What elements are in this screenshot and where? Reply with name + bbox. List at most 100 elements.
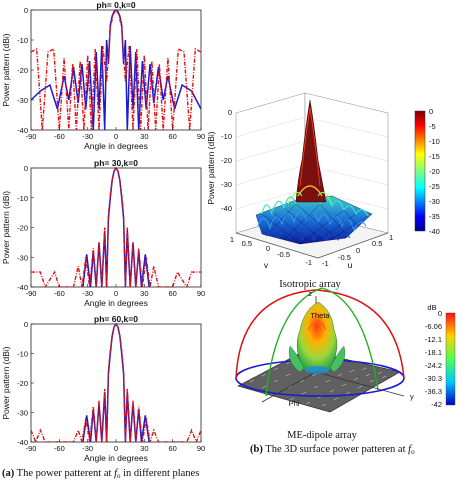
- x-tick-label: -90: [26, 132, 37, 141]
- colorbar-me-dipole: [445, 312, 456, 406]
- plot-frame: [30, 167, 202, 288]
- v-axis-label: v: [264, 260, 269, 270]
- u-axis-ticks: -1 -0.5 0 0.5 1: [322, 233, 393, 268]
- x-tick-label: 90: [197, 132, 205, 141]
- colorbar-tick: -25: [429, 182, 440, 191]
- chart-ph30: -90 -60 -30 0 30 60 90 0 -10 -20 -30 -40 ph= 30,k=0 A…: [1, 158, 205, 308]
- caption-a-tag: (a): [2, 468, 15, 479]
- caption-a-text: The power patterent at: [14, 468, 114, 479]
- caption-a-var: f: [114, 468, 119, 479]
- series-line-red: [31, 323, 201, 442]
- y-tick-label: 0: [24, 164, 28, 173]
- colorbar-tick: 0: [429, 107, 433, 116]
- caption-b-sub: o: [411, 448, 415, 456]
- z-tick: -20: [221, 156, 232, 165]
- series-line-red: [31, 9, 201, 130]
- y-tick-label: -20: [17, 379, 28, 388]
- caption-a: (a) The power patterent at fo in differe…: [2, 468, 199, 480]
- x-tick-label: 90: [197, 444, 205, 453]
- chart-title: ph= 60,k=0: [94, 314, 138, 324]
- x-axis-label: Angle in degrees: [84, 141, 148, 151]
- colorbar-tick: -42: [431, 400, 442, 409]
- u-tick: -0.5: [338, 253, 351, 262]
- y-axis-label: Power pattern (dBi): [1, 33, 11, 106]
- isotropic-array-caption: Isotropic array: [279, 279, 341, 290]
- y-tick-label: -30: [17, 96, 28, 105]
- z-tick: -30: [221, 180, 232, 189]
- plot-frame: [30, 323, 202, 443]
- x-tick-label: -60: [54, 289, 65, 298]
- u-tick: -1: [322, 259, 329, 268]
- x-tick-label: -60: [54, 444, 65, 453]
- colorbar-me-dipole-ticks: 0 -6.06 -12.1 -18.1 -24.2 -30.3 -36.3 -4…: [425, 309, 442, 409]
- y-tick-label: -10: [17, 36, 28, 45]
- chart-ph0: -90 -60 -30 0 30 60 90 0 -10 -20 -30 -40 ph= 0,k=0 An…: [1, 0, 205, 151]
- caption-b-var: f: [408, 444, 413, 455]
- x-tick-label: 30: [140, 289, 148, 298]
- y-tick-label: 0: [24, 320, 28, 329]
- z-axis-letter: z: [308, 289, 312, 298]
- colorbar-tick: -5: [429, 122, 436, 131]
- y-axis-letter: y: [410, 392, 414, 401]
- x-axis-label: Angle in degrees: [84, 298, 148, 308]
- chart-title: ph= 30,k=0: [94, 158, 138, 168]
- colorbar-tick: -18.1: [425, 348, 442, 357]
- x-tick-label: 90: [197, 289, 205, 298]
- me-dipole-pattern-plot: z Theta Phi y dB 0 -6.06 -12.1 -18.1 -24…: [222, 287, 470, 441]
- z-tick: -40: [221, 204, 232, 213]
- y-tick-label: -20: [17, 224, 28, 233]
- v-tick: -0.5: [277, 250, 290, 259]
- caption-a-tail: in different planes: [120, 468, 199, 479]
- v-tick: -1: [305, 258, 312, 267]
- isotropic-surface-plot: 0 -1 0 -20 -30 -40 Power pattern (dBi) 1 …: [206, 92, 440, 290]
- y-tick-label: -40: [17, 126, 28, 135]
- colorbar-tick: -30: [429, 197, 440, 206]
- me-dipole-caption: ME-dipole array: [287, 430, 357, 441]
- x-axis-label: Angle in degrees: [84, 453, 148, 463]
- x-tick-label: -60: [54, 132, 65, 141]
- y-axis-label: Power pattern (dBi): [1, 346, 11, 419]
- y-tick-label: -10: [17, 350, 28, 359]
- colorbar-tick: -30.3: [425, 374, 442, 383]
- theta-label: Theta: [310, 311, 330, 320]
- x-tick-label: 60: [168, 289, 176, 298]
- box-front-left-edge: [235, 232, 319, 259]
- colorbar-isotropic-ticks: 0 -5 -10 -15 -20 -25 -30 -35 -40: [429, 107, 440, 236]
- x-tick-label: -90: [26, 289, 37, 298]
- y-tick-label: -30: [17, 409, 28, 418]
- y-tick-label: -40: [17, 438, 28, 447]
- y-tick-label: -40: [17, 283, 28, 292]
- x-tick-label: 60: [168, 132, 176, 141]
- x-tick-label: -30: [82, 132, 93, 141]
- colorbar-tick: -36.3: [425, 387, 442, 396]
- y-tick-label: -10: [17, 194, 28, 203]
- v-tick: 0.5: [242, 239, 252, 248]
- colorbar-tick: -20: [429, 167, 440, 176]
- v-axis-ticks: 1 0.5 0 -0.5 -1: [230, 235, 312, 267]
- u-tick: 0.5: [372, 239, 382, 248]
- u-tick: 0: [356, 246, 360, 255]
- u-tick: 1: [389, 233, 393, 242]
- x-axis-line: [261, 371, 317, 403]
- caption-b-text: The 3D surface power patteren at: [263, 444, 408, 455]
- z-axis-label: Power pattern (dBi): [206, 131, 216, 204]
- back-grid: [235, 116, 389, 210]
- x-tick-label: 0: [114, 132, 118, 141]
- z-tick: 0: [228, 108, 232, 117]
- colorbar-tick: -6.06: [425, 322, 442, 331]
- chart-ph60: -90 -60 -30 0 30 60 90 0 -10 -20 -30 -40 ph= 60,k=0 A…: [1, 314, 205, 463]
- phi-label: Phi: [289, 399, 300, 408]
- colorbar-tick: -12.1: [425, 335, 442, 344]
- x-tick-label: -90: [26, 444, 37, 453]
- colorbar-tick: -15: [429, 152, 440, 161]
- y-tick-label: -20: [17, 66, 28, 75]
- x-tick-label: 0: [114, 289, 118, 298]
- v-tick: 1: [230, 235, 234, 244]
- y-tick-label: 0: [24, 6, 28, 15]
- chart-title: ph= 0,k=0: [96, 0, 135, 10]
- x-tick-label: 30: [140, 444, 148, 453]
- x-tick-label: -30: [82, 289, 93, 298]
- colorbar-tick: -40: [429, 227, 440, 236]
- v-tick: 0: [266, 244, 270, 253]
